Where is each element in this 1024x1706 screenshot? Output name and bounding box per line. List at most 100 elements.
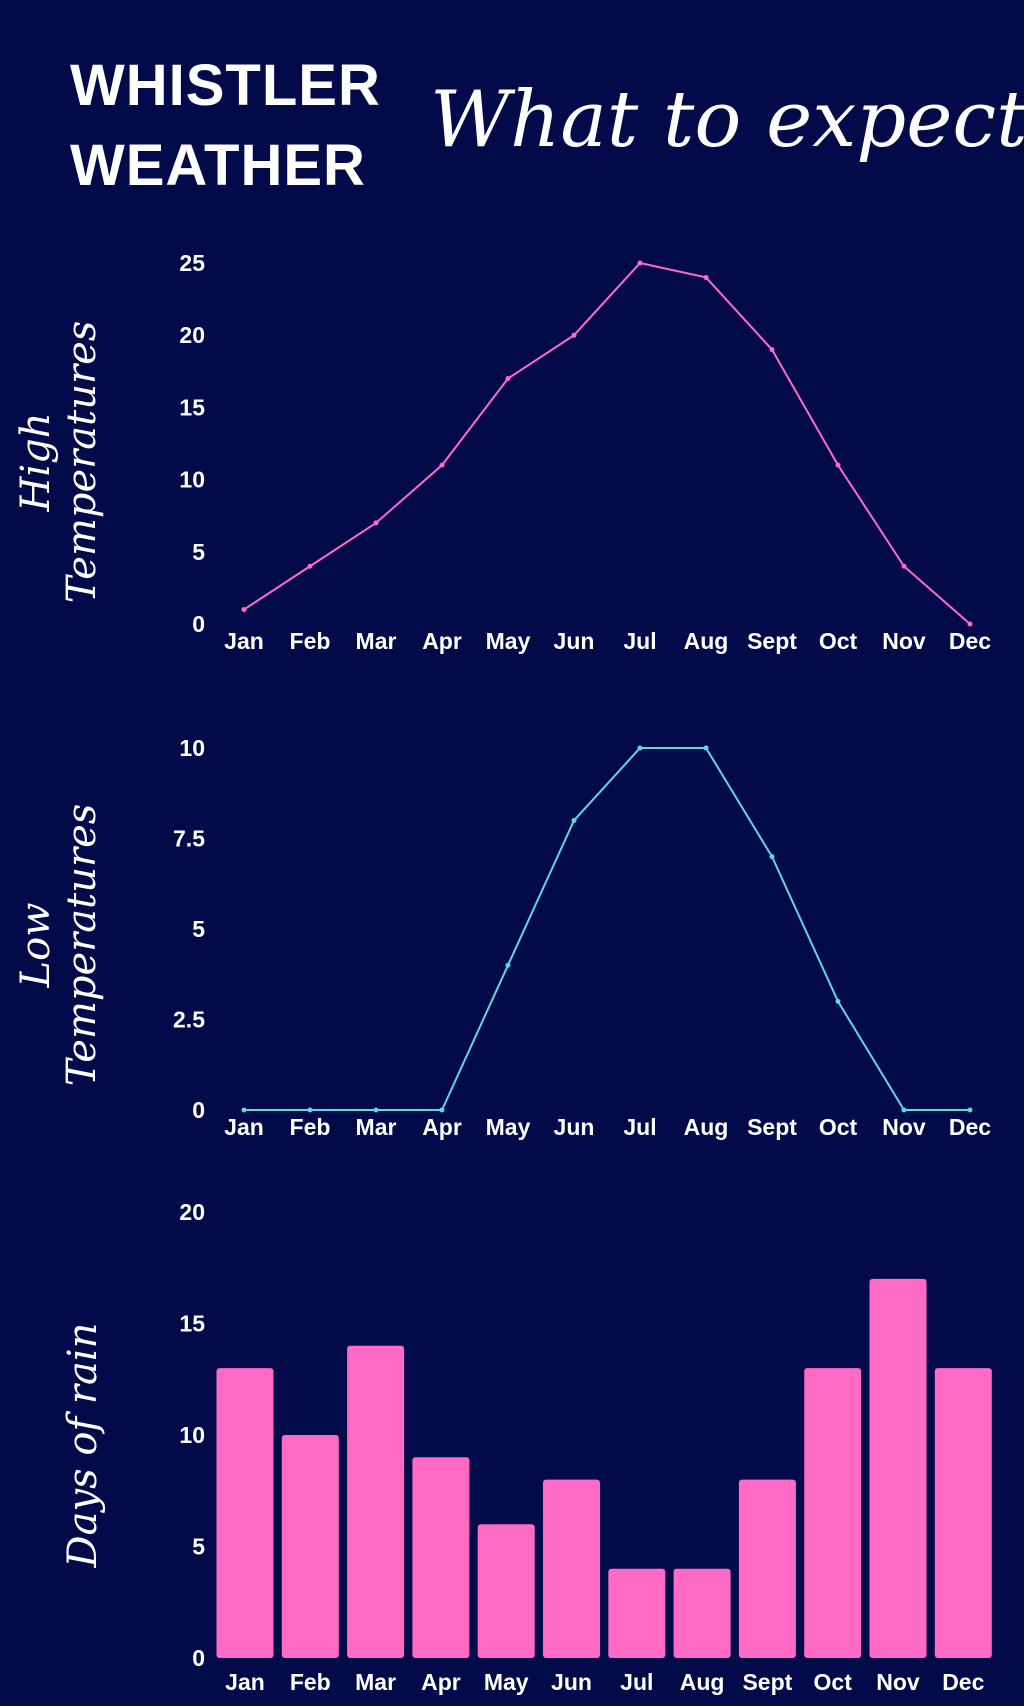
rain-ytick-label: 0 (192, 1645, 205, 1671)
high-data-point (835, 462, 841, 468)
rain-bar (477, 1524, 535, 1658)
low-xtick-label: Jan (224, 1114, 264, 1140)
low-data-point (307, 1107, 313, 1113)
rain-xtick-label: Apr (421, 1669, 461, 1695)
low-data-point (901, 1107, 907, 1113)
low-xtick-label: Sept (747, 1114, 797, 1140)
high-series-line (243, 261, 971, 625)
low-series-line (244, 747, 970, 1111)
low-data-point (571, 817, 577, 823)
low-xtick-label: May (486, 1114, 531, 1140)
low-xtick-label: Jul (623, 1114, 656, 1140)
rain-xtick-label: Feb (290, 1669, 331, 1695)
rain-xtick-label: Sept (742, 1669, 792, 1695)
rain-bar (673, 1568, 731, 1658)
high-xtick-label: May (486, 628, 531, 654)
low-data-point (505, 962, 511, 968)
high-ylabel: High Temperatures (13, 321, 105, 604)
high-ytick-label: 5 (192, 539, 205, 565)
low-xtick-label: Feb (290, 1114, 331, 1140)
high-xtick-label: Oct (819, 628, 858, 654)
rain-ytick-label: 10 (179, 1422, 205, 1448)
rain-xtick-label: Nov (876, 1669, 920, 1695)
high-data-point (241, 607, 247, 613)
rain-bar (216, 1368, 274, 1658)
rain-bar (281, 1435, 339, 1658)
high-xtick-label: Apr (422, 628, 462, 654)
low-ylabel-line: Low (13, 903, 59, 989)
high-xtick-label: Dec (949, 628, 991, 654)
rain-bar (869, 1278, 927, 1658)
rain-bar (804, 1368, 862, 1658)
rain-xtick-label: Mar (355, 1669, 396, 1695)
rain-bar (347, 1345, 405, 1658)
high-data-point (901, 563, 907, 569)
low-data-point (967, 1107, 973, 1113)
title-line-1: WHISTLER (70, 53, 381, 118)
low-data-point (241, 1107, 247, 1113)
high-xtick-label: Feb (290, 628, 331, 654)
low-ytick-label: 10 (179, 735, 205, 761)
high-xtick-label: Mar (356, 628, 397, 654)
high-ylabel-line: Temperatures (59, 321, 105, 604)
low-data-point (439, 1107, 445, 1113)
rain-ytick-label: 5 (192, 1534, 205, 1560)
low-xtick-label: Aug (684, 1114, 729, 1140)
rain-bar (934, 1368, 992, 1658)
low-ylabel: Low Temperatures (13, 804, 105, 1087)
high-xtick-label: Jan (224, 628, 264, 654)
low-xtick-label: Dec (949, 1114, 991, 1140)
low-ytick-label: 2.5 (173, 1007, 205, 1033)
high-xtick-label: Nov (882, 628, 926, 654)
low-data-point (769, 854, 775, 860)
high-data-point (307, 563, 313, 569)
high-xtick-label: Jun (554, 628, 595, 654)
high-data-point (703, 274, 709, 280)
rain-bar (608, 1568, 666, 1658)
rain-xtick-label: Jun (551, 1669, 592, 1695)
high-ylabel-line: High (13, 412, 59, 512)
low-ytick-label: 7.5 (173, 826, 205, 852)
low-ytick-label: 5 (192, 916, 205, 942)
title-block: WHISTLER WEATHER (70, 46, 430, 206)
rain-xtick-label: Jan (225, 1669, 265, 1695)
high-data-point (505, 376, 511, 382)
high-ytick-label: 25 (179, 250, 205, 276)
high-data-point (967, 621, 973, 627)
rain-ylabel-line: Days of rain (60, 1323, 106, 1569)
rain-xtick-label: Dec (942, 1669, 984, 1695)
high-xtick-label: Jul (623, 628, 656, 654)
low-xtick-label: Nov (882, 1114, 926, 1140)
high-ytick-label: 10 (179, 467, 205, 493)
rain-xtick-label: May (484, 1669, 529, 1695)
low-data-point (637, 745, 643, 751)
low-ylabel-line: Temperatures (59, 804, 105, 1087)
low-data-point (373, 1107, 379, 1113)
high-data-point (439, 462, 445, 468)
rain-ylabel: Days of rain (60, 1323, 106, 1569)
title-line-2: WEATHER (70, 133, 366, 198)
rain-xtick-label: Oct (814, 1669, 853, 1695)
subtitle: What to expect (430, 75, 1024, 165)
rain-bar (543, 1479, 600, 1658)
rain-ytick-label: 20 (179, 1199, 205, 1225)
high-ytick-label: 0 (192, 611, 205, 637)
low-ytick-label: 0 (192, 1097, 205, 1123)
low-data-point (703, 745, 709, 751)
rain-xtick-label: Jul (620, 1669, 653, 1695)
rain-ytick-label: 15 (179, 1311, 205, 1337)
high-data-point (373, 520, 379, 526)
high-xtick-label: Aug (684, 628, 729, 654)
low-xtick-label: Jun (554, 1114, 595, 1140)
rain-xtick-label: Aug (680, 1669, 725, 1695)
rain-bar (412, 1457, 470, 1658)
high-data-point (637, 260, 643, 266)
low-data-point (835, 998, 841, 1004)
high-data-point (571, 332, 577, 338)
low-xtick-label: Oct (819, 1114, 858, 1140)
low-xtick-label: Apr (422, 1114, 462, 1140)
high-ytick-label: 15 (179, 394, 205, 420)
high-data-point (769, 347, 775, 353)
high-xtick-label: Sept (747, 628, 797, 654)
